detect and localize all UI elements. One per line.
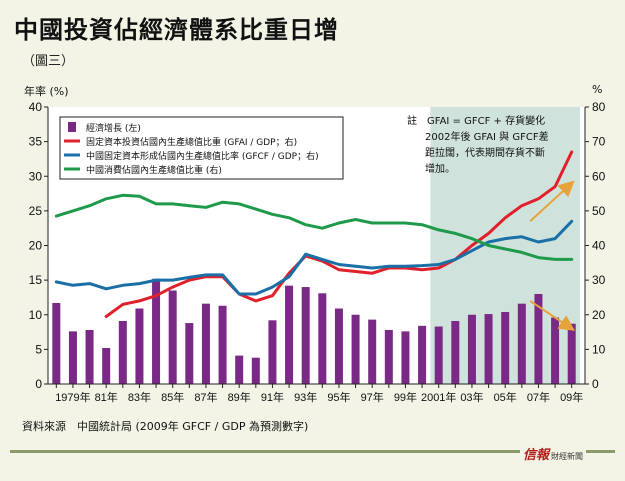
x-tick-label: 93年 (294, 390, 317, 404)
right-tick-label: 20 (592, 308, 606, 322)
legend-label: 中國固定資本形成佔國內生產總值比率 (GFCF / GDP；右) (86, 150, 319, 162)
bar-growth-1980 (85, 329, 94, 384)
x-tick-label: 07年 (527, 390, 550, 404)
bar-growth-1982 (118, 320, 127, 384)
bar-growth-1984 (152, 278, 161, 384)
brand-subtitle: 財經新聞 (551, 452, 584, 461)
x-tick-label: 81年 (95, 390, 118, 404)
brand-logo: 信報 財經新聞 (520, 444, 587, 463)
left-tick-label: 25 (29, 204, 43, 218)
bar-growth-1990 (251, 357, 260, 384)
legend-label: 固定資本投資佔國內生產總值比重 (GFAI / GDP；右) (86, 136, 297, 148)
x-tick-label: 99年 (394, 390, 417, 404)
bar-growth-2006 (517, 303, 526, 384)
left-tick-label: 5 (35, 342, 42, 356)
note-text: 距拉闊，代表期間存貨不斷 (425, 146, 545, 159)
note-text: 註 GFAI = GFCF + 存貨變化 (407, 114, 545, 127)
source-note: 資料來源 中國統計局 (2009年 GFCF / GDP 為預測數字) (22, 420, 309, 433)
left-tick-label: 40 (29, 100, 43, 114)
chart-subtitle: （圖三） (22, 54, 75, 69)
bar-growth-2008 (551, 317, 560, 384)
x-tick-label: 03年 (460, 390, 483, 404)
bar-growth-1981 (102, 347, 111, 384)
note-text: 2002年後 GFAI 與 GFCF差 (425, 130, 549, 143)
right-tick-label: 70 (592, 135, 606, 149)
x-tick-label: 83年 (128, 390, 151, 404)
chart-title: 中國投資佔經濟體系比重日增 (14, 16, 339, 44)
left-tick-label: 30 (29, 169, 43, 183)
bar-growth-1996 (351, 314, 360, 384)
left-tick-label: 35 (29, 135, 43, 149)
bar-growth-1987 (201, 303, 210, 384)
legend-box (59, 116, 344, 180)
x-tick-label: 95年 (327, 390, 350, 404)
right-tick-label: 40 (592, 239, 606, 253)
bar-growth-1988 (218, 305, 227, 384)
x-tick-label: 87年 (194, 390, 217, 404)
legend-label: 中國消費佔國內生產總值比重 (右) (86, 164, 222, 176)
left-tick-label: 0 (35, 377, 42, 391)
bar-growth-2002 (451, 320, 460, 384)
brand-name: 信報 (523, 448, 550, 463)
right-tick-label: 60 (592, 169, 606, 183)
bar-growth-2007 (534, 293, 543, 384)
bar-growth-1999 (401, 331, 410, 384)
bar-growth-2003 (467, 314, 476, 384)
bar-growth-1998 (384, 329, 393, 384)
bar-growth-1995 (334, 308, 343, 384)
legend-label: 經濟增長 (左) (86, 122, 141, 134)
right-tick-label: 0 (592, 377, 599, 391)
bar-growth-1986 (185, 323, 194, 384)
x-tick-label: 85年 (161, 390, 184, 404)
bar-growth-1983 (135, 308, 144, 384)
legend-swatch-bar (68, 122, 76, 132)
bar-growth-1991 (268, 320, 277, 384)
left-tick-label: 10 (29, 308, 43, 322)
bar-growth-2004 (484, 314, 493, 384)
annotation-arrow-2 (529, 300, 576, 331)
x-tick-label: 05年 (494, 390, 517, 404)
footer-rule (10, 450, 615, 453)
bar-growth-1997 (368, 319, 377, 384)
left-tick-label: 15 (29, 273, 43, 287)
x-tick-label: 1979年 (55, 390, 90, 404)
x-tick-label: 2001年 (421, 390, 456, 404)
bar-growth-2000 (418, 325, 427, 384)
note-text: 增加。 (425, 162, 455, 175)
annotation-arrow-1 (529, 180, 575, 222)
bar-growth-1992 (285, 285, 294, 384)
right-tick-label: 80 (592, 100, 606, 114)
bar-growth-1979 (68, 331, 77, 384)
right-tick-label: 30 (592, 273, 606, 287)
bar-growth-1989 (235, 355, 244, 384)
bar-growth-1994 (318, 293, 327, 384)
gfai-line (104, 150, 574, 318)
bar-growth-2005 (501, 311, 510, 384)
bar-growth-1985 (168, 290, 177, 384)
x-tick-label: 09年 (560, 390, 583, 404)
right-axis-unit: % (592, 83, 603, 96)
right-tick-label: 50 (592, 204, 606, 218)
left-axis-unit: 年率 (%) (24, 85, 69, 98)
consumption-line (54, 193, 574, 261)
bar-growth-2009 (567, 323, 576, 384)
bar-growth-1978 (52, 302, 61, 384)
x-tick-label: 91年 (261, 390, 284, 404)
right-tick-label: 10 (592, 342, 606, 356)
x-tick-label: 97年 (361, 390, 384, 404)
x-tick-label: 89年 (228, 390, 251, 404)
bar-growth-1993 (301, 287, 310, 384)
bar-growth-2001 (434, 326, 443, 384)
left-tick-label: 20 (29, 239, 43, 253)
